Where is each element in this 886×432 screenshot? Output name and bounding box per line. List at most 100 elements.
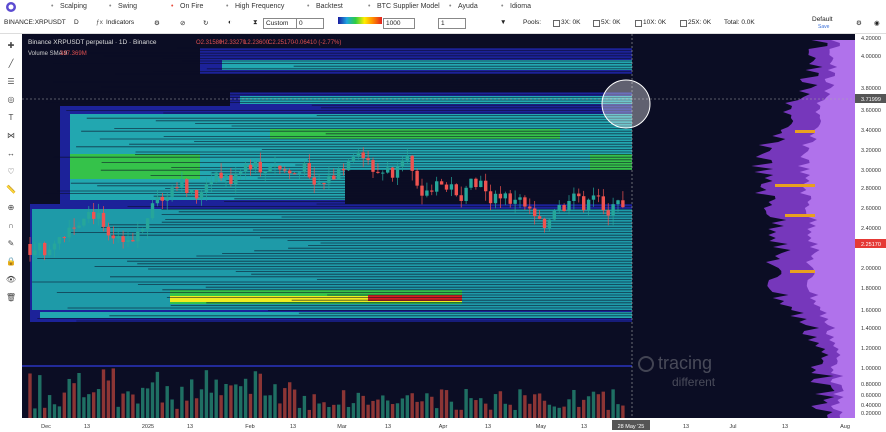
candle-body [101, 212, 106, 227]
pool-item: 10X: 0K [643, 19, 667, 26]
tool-icon[interactable]: 📏 [6, 184, 16, 194]
symbol[interactable]: BINANCE:XRPUSDT [4, 19, 66, 26]
cursor-highlight [601, 79, 651, 129]
candle-body [586, 199, 591, 211]
tool-icon[interactable]: ✎ [8, 239, 15, 248]
hide-icon[interactable]: ⊘ [180, 20, 186, 27]
ohlc-change: -0.06410 (-2.77%) [293, 40, 341, 46]
candle-body [263, 172, 267, 174]
refresh-icon[interactable]: ↻ [203, 20, 209, 27]
volume-bar [484, 403, 488, 418]
price-label: 0.20000 [861, 411, 881, 417]
price-highlight [855, 94, 886, 103]
filter-icon[interactable]: ▼ [500, 19, 507, 26]
candle-body [185, 179, 189, 193]
volume-bar [562, 406, 566, 418]
volume-bar [395, 403, 400, 418]
price-label: 4.00000 [861, 54, 881, 60]
candle-body [341, 168, 346, 171]
tool-icon[interactable]: ◎ [8, 95, 15, 104]
candle-body [307, 163, 311, 178]
price-label: 3.20000 [861, 148, 881, 154]
tool-icon[interactable]: 🔒 [6, 257, 16, 266]
tool-icon[interactable]: T [9, 113, 14, 122]
tool-icon[interactable]: ♡ [7, 167, 14, 176]
indicators-button[interactable]: Indicators [106, 19, 135, 26]
candle-body [420, 185, 424, 196]
pool-checkbox[interactable] [553, 20, 560, 27]
price-label: 2.60000 [861, 206, 881, 212]
volume-bar [28, 373, 32, 418]
time-label: 13 [782, 424, 788, 430]
volume-bar [469, 398, 473, 418]
settings-icon[interactable]: ⚙ [154, 20, 160, 27]
menu-item[interactable]: BTC Supplier Model [377, 3, 440, 10]
menu-item[interactable]: Ayuda [458, 3, 478, 10]
pool-checkbox[interactable] [680, 20, 687, 27]
tool-icon[interactable]: ☰ [7, 77, 14, 86]
count-input[interactable]: 1 [438, 18, 466, 29]
menu-item[interactable]: On Fire [180, 3, 204, 10]
candle-body [542, 218, 547, 228]
candle-body [194, 189, 199, 199]
volume-bar [292, 389, 297, 418]
tool-icon[interactable]: ↔ [7, 149, 15, 158]
palette-icon[interactable]: ◐ [228, 19, 232, 26]
volume-bar [160, 402, 164, 418]
candle-body [435, 181, 439, 192]
hourglass-icon: ⧗ [253, 19, 258, 26]
volume-bar [141, 387, 145, 418]
menu-icon: • [501, 3, 504, 10]
time-label: Mar [337, 424, 347, 430]
price-label: 1.40000 [861, 326, 881, 332]
menu-item[interactable]: Swing [118, 3, 138, 10]
menu-item[interactable]: High Frequency [235, 3, 285, 10]
candle-body [288, 170, 292, 174]
menu-item[interactable]: Backtest [316, 3, 343, 10]
heatmap [22, 47, 632, 367]
pool-item: 5X: 0K [601, 19, 621, 26]
save-link[interactable]: Save [818, 24, 830, 30]
time-label: 13 [290, 424, 296, 430]
camera-icon[interactable]: ◉ [874, 20, 880, 27]
volume-bar [72, 383, 76, 418]
menu-item[interactable]: Scalping [60, 3, 87, 10]
chart-area: Binance XRPUSDT perpetual · 1D · Binance… [0, 34, 886, 432]
candle-body [346, 161, 351, 171]
tool-icon[interactable]: ∩ [8, 221, 14, 230]
tool-icon[interactable]: ⋈ [7, 131, 15, 140]
tool-icon[interactable]: ⊕ [8, 203, 15, 212]
candle-body [400, 160, 405, 167]
mode-select[interactable]: Custom [263, 18, 297, 29]
tool-icon[interactable]: ✚ [8, 41, 15, 50]
volume-bar [439, 389, 444, 418]
pool-checkbox[interactable] [593, 20, 600, 27]
candle-body [136, 231, 140, 242]
volume-bar [464, 389, 468, 418]
volume-bar [263, 395, 267, 418]
tool-icon[interactable]: ╱ [8, 58, 15, 68]
volume-bar [542, 400, 547, 418]
candle-body [356, 152, 360, 157]
volume-bar [322, 402, 326, 418]
layout-select[interactable]: Default [812, 16, 833, 23]
volume-bar [170, 399, 174, 418]
pool-checkbox[interactable] [635, 20, 642, 27]
volume-bar [430, 396, 434, 418]
menu-item[interactable]: Idioma [510, 3, 532, 10]
candle-body [38, 242, 42, 251]
volume-bar [82, 397, 86, 418]
mode-input[interactable]: 0 [296, 18, 324, 29]
candle-body [381, 172, 385, 174]
candle-body [386, 167, 390, 173]
candle-body [121, 236, 125, 243]
candle-body [425, 190, 429, 196]
menu-icon: • [449, 3, 452, 10]
interval[interactable]: D [74, 19, 79, 26]
price-label: 3.80000 [861, 86, 881, 92]
tool-icon[interactable]: 🗑 [6, 293, 16, 302]
candle-body [28, 244, 32, 255]
scale-input[interactable]: 1000 [383, 18, 415, 29]
gear-icon[interactable]: ⚙ [856, 20, 862, 27]
tool-icon[interactable]: 👁 [6, 275, 16, 284]
